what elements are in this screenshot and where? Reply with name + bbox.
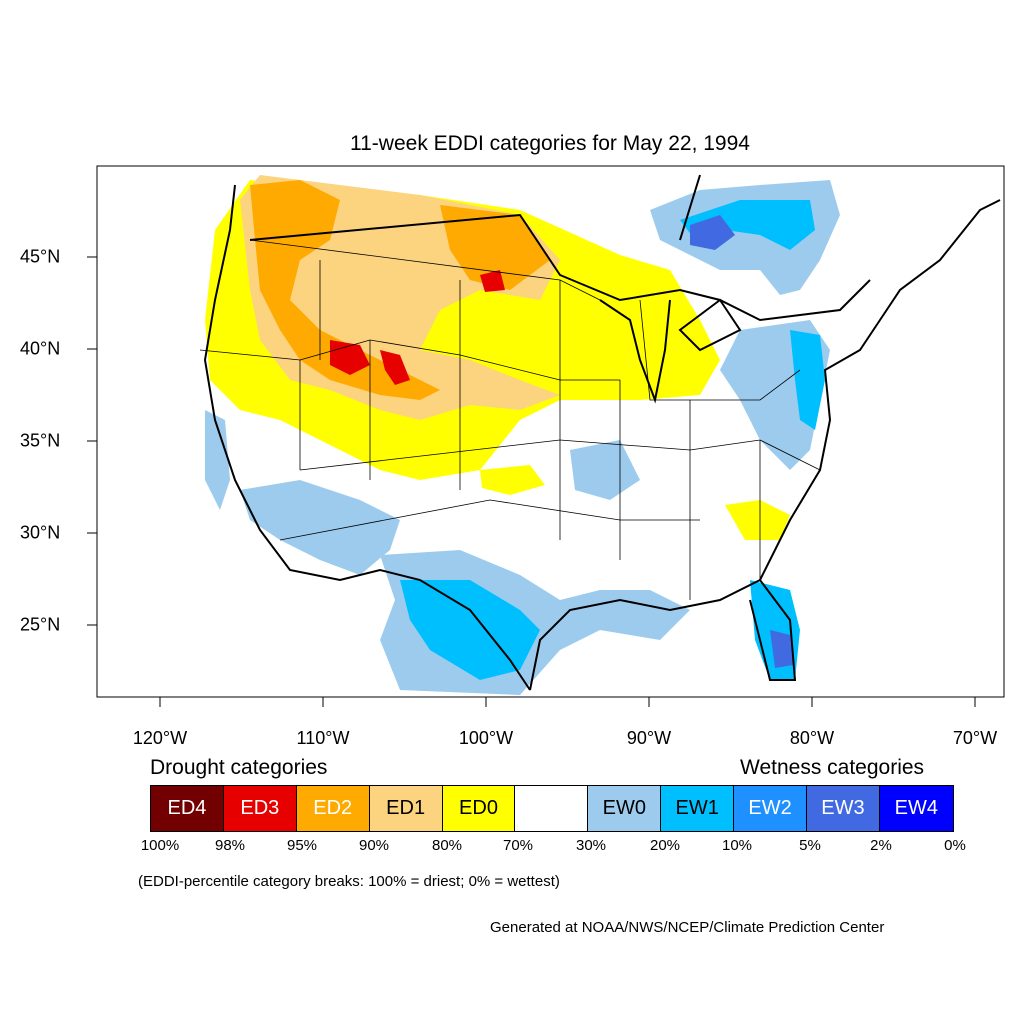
legend-box-label: ED4 [167,797,207,819]
category-note: (EDDI-percentile category breaks: 100% =… [138,873,560,890]
legend-box-label: EW0 [602,797,646,819]
legend-box-ed1: ED1 [369,786,443,831]
lat-label: 30°N [20,522,61,543]
lon-label: 90°W [626,728,672,748]
break-label: 90% [358,837,390,854]
break-label: 98% [214,837,246,854]
lat-label: 35°N [20,430,61,451]
state-boundaries [199,239,821,600]
lon-ticks [159,697,976,707]
lat-label: 45°N [20,246,61,267]
lon-label: 70°W [952,728,998,748]
wet-area-mid-atlantic-core [790,330,825,430]
break-label: 2% [870,837,892,854]
legend-box-neutral [515,786,589,831]
legend-box-ed0: ED0 [442,786,516,831]
coastlines [203,174,1001,691]
legend-box-ew4: EW4 [879,786,953,831]
legend-box-ew0: EW0 [588,786,662,831]
legend-box-ew1: EW1 [661,786,735,831]
lat-ticks [87,256,97,626]
break-label: 95% [286,837,318,854]
legend-box-ed4: ED4 [151,786,224,831]
credit-line: Generated at NOAA/NWS/NCEP/Climate Predi… [490,919,885,936]
drought-area-ed2-north [440,205,550,290]
map-frame [96,165,1005,698]
drought-area-texas-panhandle [480,465,545,495]
legend-box-ew2: EW2 [734,786,808,831]
break-label: 10% [721,837,753,854]
break-label: 5% [799,837,821,854]
drought-area-ed3-wy [380,350,410,385]
legend-box-ed2: ED2 [296,786,370,831]
break-label: 100% [140,837,180,854]
legend-box-ew3: EW3 [807,786,880,831]
break-label: 80% [431,837,463,854]
legend-box-label: EW1 [675,797,719,819]
wet-area-west-coast [205,410,230,510]
wet-area-florida-deep [770,630,793,668]
legend-box-label: ED1 [386,797,426,819]
drought-area-ed3-nd [480,270,505,292]
lon-label: 100°W [458,728,514,748]
lat-label: 25°N [20,614,61,635]
legend-box-label: EW2 [748,797,792,819]
legend-box-label: ED2 [313,797,353,819]
legend-box-label: EW3 [821,797,865,819]
legend-box-label: ED3 [240,797,280,819]
break-label: 70% [502,837,534,854]
break-label: 20% [649,837,681,854]
lon-label: 110°W [296,728,350,748]
wet-area-southwest [240,480,400,575]
lon-label: 80°W [789,728,835,748]
break-label: 0% [944,837,966,854]
drought-heading: Drought categories [150,756,328,779]
drought-area-carolina [725,500,790,540]
break-label: 30% [575,837,607,854]
legend-box-ed3: ED3 [223,786,297,831]
wet-area-ontario-core [680,200,815,250]
legend-box-label: EW4 [894,797,939,819]
map-title: 11-week EDDI categories for May 22, 1994 [350,132,750,155]
lat-label: 40°N [20,338,61,359]
wet-area-ontario-deep [690,215,735,250]
lon-label: 120°W [132,728,188,748]
wet-area-midsouth [570,440,640,500]
legend-colorbar: ED4 ED3 ED2 ED1 ED0 EW0 EW1 EW2 EW3 EW4 [150,785,954,832]
wetness-heading: Wetness categories [740,756,925,779]
legend-box-label: ED0 [459,797,498,819]
